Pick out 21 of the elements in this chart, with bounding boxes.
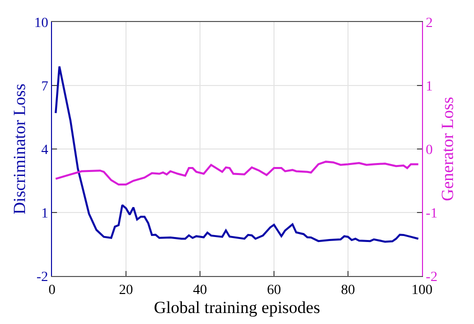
x-axis-title: Global training episodes [154, 298, 320, 317]
x-tick-label: 60 [267, 282, 281, 298]
line-series [54, 160, 420, 186]
line-series [54, 65, 420, 243]
x-tick-label: 0 [48, 282, 56, 298]
y2-tick-label: 2 [426, 16, 433, 31]
y-tick-label: 1 [41, 206, 48, 222]
y-tick-label: 7 [41, 79, 48, 94]
y-axis-title: Discriminator Loss [10, 84, 29, 214]
y2-tick-label: -2 [426, 270, 438, 285]
y2-tick-label: -1 [426, 206, 438, 222]
x-tick-label: 20 [119, 282, 133, 298]
y2-axis-title: Generator Loss [438, 96, 457, 202]
x-tick-label: 40 [193, 282, 207, 298]
y2-tick-label: 1 [426, 79, 433, 94]
y2-tick-label: 0 [426, 142, 433, 158]
y-tick-label: 4 [41, 142, 48, 158]
y-tick-label: -2 [36, 270, 48, 285]
x-tick-label: 80 [341, 282, 355, 298]
x-tick-label: 100 [412, 282, 432, 298]
y-tick-label: 10 [34, 16, 48, 31]
